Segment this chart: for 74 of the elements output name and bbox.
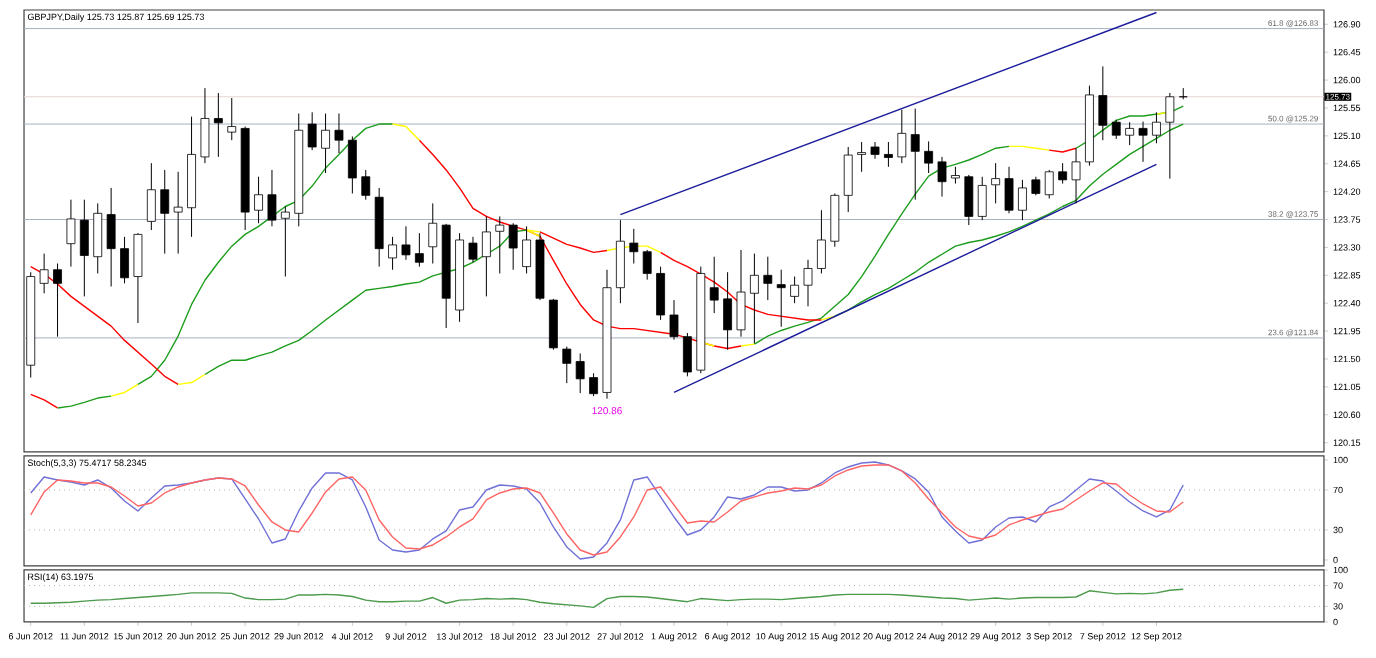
candlestick	[870, 141, 880, 160]
candlestick	[106, 187, 116, 287]
candlestick	[133, 232, 143, 324]
candlestick	[79, 199, 89, 297]
candlestick	[709, 256, 719, 314]
candlestick	[522, 225, 531, 274]
candlestick	[1058, 162, 1068, 185]
candlestick	[39, 253, 49, 294]
candlestick	[254, 176, 263, 224]
candlestick	[816, 209, 826, 274]
candlestick	[160, 169, 170, 255]
candlestick	[682, 332, 692, 377]
candlestick	[508, 222, 518, 271]
candlestick	[669, 299, 679, 341]
candlestick	[173, 171, 183, 255]
candlestick	[1165, 92, 1175, 180]
candlestick	[267, 169, 277, 227]
candlestick	[749, 253, 759, 344]
candlestick	[589, 372, 599, 397]
candlestick	[790, 276, 800, 304]
candlestick	[924, 140, 934, 174]
candlestick	[307, 111, 317, 151]
candlestick	[575, 352, 585, 394]
candlestick	[1018, 179, 1027, 221]
candlestick	[723, 271, 733, 351]
candlestick	[991, 162, 1001, 204]
candlestick	[937, 156, 947, 198]
candlestick	[776, 269, 786, 328]
candlestick	[1152, 111, 1161, 144]
candlestick	[1125, 121, 1135, 146]
candlestick	[1004, 166, 1014, 214]
candlestick	[964, 174, 974, 226]
candlestick	[843, 146, 853, 213]
candlestick	[629, 228, 639, 265]
candlestick	[656, 266, 666, 321]
candlestick	[803, 259, 813, 307]
candlestick	[120, 236, 129, 284]
candlestick	[1098, 65, 1108, 141]
candlestick	[468, 236, 478, 263]
candlestick	[884, 141, 893, 168]
candlestick	[347, 135, 357, 194]
candlestick	[977, 176, 987, 221]
candlestick	[414, 232, 424, 268]
candlestick	[642, 249, 652, 281]
candlestick	[495, 215, 505, 274]
candlestick	[401, 225, 411, 261]
candlestick	[388, 236, 397, 271]
candlestick	[615, 219, 625, 304]
candlestick	[428, 202, 438, 265]
candlestick	[146, 162, 156, 231]
candlestick	[213, 92, 223, 158]
candlestick	[910, 108, 920, 201]
candlestick	[361, 169, 371, 201]
candlestick	[1071, 147, 1081, 204]
candlestick	[1111, 119, 1121, 140]
candlestick	[321, 113, 330, 174]
candlestick	[334, 113, 344, 154]
candlestick	[763, 256, 773, 301]
candlestick	[548, 298, 558, 351]
candlestick	[66, 199, 76, 268]
candlestick	[200, 87, 210, 164]
candlestick	[736, 249, 746, 338]
candlestick	[93, 202, 103, 274]
candlestick	[1044, 169, 1054, 199]
candlestick	[857, 141, 867, 173]
candlestick	[280, 206, 290, 278]
candlestick	[1138, 121, 1148, 163]
candlestick	[1031, 176, 1041, 196]
candlestick	[53, 263, 62, 338]
candlestick	[562, 346, 572, 384]
candlestick	[481, 215, 491, 297]
candlestick	[897, 109, 907, 164]
candlestick	[830, 192, 840, 248]
candlestick	[227, 97, 237, 141]
